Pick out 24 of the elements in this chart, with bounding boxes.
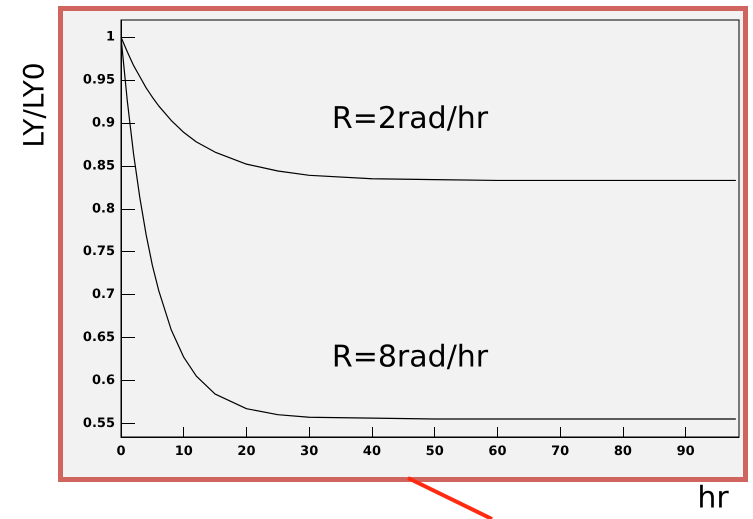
y-axis-title: LY/LY0 — [18, 62, 50, 148]
y-tick-label: 0.7 — [92, 287, 115, 302]
series-label: R=2rad/hr — [332, 100, 489, 136]
x-tick-label: 10 — [174, 444, 193, 459]
y-tick-label: 0.6 — [92, 372, 115, 388]
x-tick-label: 70 — [551, 444, 570, 459]
x-tick-label: 20 — [237, 444, 256, 459]
y-tick-label: 1 — [106, 30, 115, 45]
y-tick-label: 0.65 — [82, 330, 115, 345]
y-tick-label: 0.75 — [82, 244, 115, 260]
x-axis-title: hr — [697, 480, 730, 516]
x-tick-label: 50 — [426, 444, 444, 459]
x-tick-label: 90 — [676, 444, 695, 459]
x-tick-label: 0 — [116, 444, 126, 459]
x-tick-label: 80 — [614, 444, 632, 459]
x-tick-label: 30 — [300, 444, 318, 459]
y-tick-label: 0.8 — [92, 201, 115, 216]
y-tick-label: 0.55 — [82, 416, 115, 431]
series-label: R=8rad/hr — [332, 339, 489, 374]
x-tick-label: 60 — [488, 444, 506, 459]
y-tick-label: 0.85 — [82, 158, 115, 174]
y-tick-label: 0.95 — [82, 72, 115, 88]
y-tick-label: 0.9 — [92, 115, 115, 130]
x-tick-label: 40 — [362, 444, 382, 459]
